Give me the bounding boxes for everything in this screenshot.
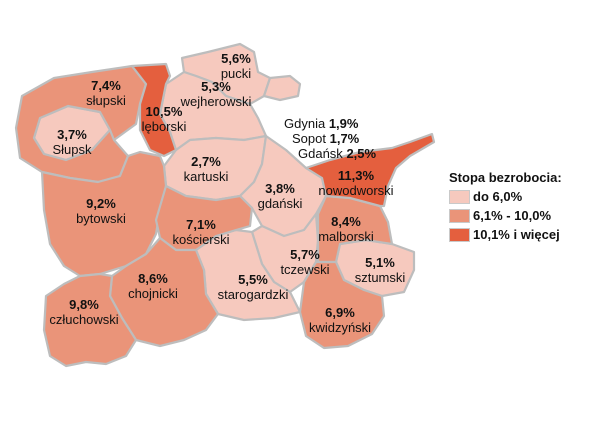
gdanski-value: 3,8%	[265, 181, 295, 196]
label-gdansk: Gdańsk 2,5%	[298, 146, 376, 161]
legend-item-high: 10,1% i więcej	[449, 226, 562, 243]
slupski-value: 7,4%	[91, 78, 121, 93]
label-slupski: 7,4% słupski	[86, 78, 126, 108]
wejherowski-value: 5,3%	[201, 79, 231, 94]
label-kartuski: 2,7% kartuski	[184, 154, 229, 184]
legend-label-low: do 6,0%	[473, 189, 523, 204]
kartuski-value: 2,7%	[191, 154, 221, 169]
legend-label-high: 10,1% i więcej	[473, 227, 560, 242]
starogardzki-value: 5,5%	[238, 272, 268, 287]
sopot-name: Sopot	[292, 131, 326, 146]
leborski-value: 10,5%	[145, 104, 183, 119]
label-nowodworski: 11,3% nowodworski	[318, 168, 393, 198]
nowodworski-value: 11,3%	[337, 168, 375, 183]
legend-swatch-mid	[449, 208, 470, 223]
label-pucki: 5,6% pucki	[221, 51, 251, 81]
label-wejherowski: 5,3% wejherowski	[181, 79, 252, 109]
label-tczewski: 5,7% tczewski	[280, 247, 329, 277]
sztumski-name: sztumski	[354, 270, 406, 285]
chojnicki-name: chojnicki	[128, 286, 178, 301]
czluchowski-value: 9,8%	[69, 297, 99, 312]
label-czluchowski: 9,8% człuchowski	[49, 297, 118, 327]
tczewski-name: tczewski	[280, 262, 330, 277]
legend-title: Stopa bezrobocia:	[449, 170, 562, 185]
nowodworski-name: nowodworski	[318, 183, 394, 198]
gdanski-name: gdański	[257, 196, 303, 211]
koscierski-value: 7,1%	[186, 217, 216, 232]
czluchowski-name: człuchowski	[49, 312, 119, 327]
kwidzynski-value: 6,9%	[325, 305, 355, 320]
pucki-name: pucki	[220, 66, 252, 81]
legend-label-mid: 6,1% - 10,0%	[473, 208, 552, 223]
legend-item-mid: 6,1% - 10,0%	[449, 207, 562, 224]
region-nowodworski	[304, 132, 436, 208]
bytowski-name: bytowski	[76, 211, 126, 226]
legend: Stopa bezrobocia: do 6,0% 6,1% - 10,0% 1…	[449, 170, 562, 245]
malborski-name: malborski	[318, 229, 374, 244]
label-slupsk: 3,7% Słupsk	[52, 127, 91, 157]
wejherowski-name: wejherowski	[180, 94, 252, 109]
kwidzynski-name: kwidzyński	[308, 320, 372, 335]
chojnicki-value: 8,6%	[138, 271, 168, 286]
label-starogardzki: 5,5% starogardzki	[218, 272, 289, 302]
bytowski-value: 9,2%	[86, 196, 116, 211]
label-gdynia: Gdynia 1,9%	[284, 116, 358, 131]
label-sopot: Sopot 1,7%	[292, 131, 359, 146]
label-sztumski: 5,1% sztumski	[355, 255, 406, 285]
label-kwidzynski: 6,9% kwidzyński	[309, 305, 371, 335]
slupsk-name: Słupsk	[52, 142, 92, 157]
region-coast	[262, 74, 302, 102]
label-koscierski: 7,1% kościerski	[172, 217, 229, 247]
label-bytowski: 9,2% bytowski	[76, 196, 126, 226]
kartuski-name: kartuski	[183, 169, 229, 184]
legend-item-low: do 6,0%	[449, 188, 562, 205]
gdansk-name: Gdańsk	[298, 146, 343, 161]
slupsk-value: 3,7%	[57, 127, 87, 142]
label-leborski: 10,5% lęborski	[142, 104, 187, 134]
starogardzki-name: starogardzki	[217, 287, 289, 302]
gdynia-name: Gdynia	[284, 116, 326, 131]
region-czluchowski	[42, 272, 138, 368]
gdansk-value: 2,5%	[346, 146, 377, 161]
legend-swatch-high	[449, 227, 470, 242]
leborski-name: lęborski	[141, 119, 187, 134]
label-chojnicki: 8,6% chojnicki	[128, 271, 178, 301]
sopot-value: 1,7%	[329, 131, 360, 146]
gdynia-value: 1,9%	[328, 116, 359, 131]
tczewski-value: 5,7%	[290, 247, 320, 262]
region-kwidzynski	[298, 260, 386, 350]
koscierski-name: kościerski	[172, 232, 230, 247]
label-malborski: 8,4% malborski	[318, 214, 374, 244]
pucki-value: 5,6%	[221, 51, 251, 66]
slupski-name: słupski	[86, 93, 126, 108]
region-leborski	[130, 62, 178, 158]
malborski-value: 8,4%	[331, 214, 361, 229]
legend-swatch-low	[449, 189, 470, 204]
sztumski-value: 5,1%	[365, 255, 395, 270]
label-gdanski: 3,8% gdański	[258, 181, 303, 211]
